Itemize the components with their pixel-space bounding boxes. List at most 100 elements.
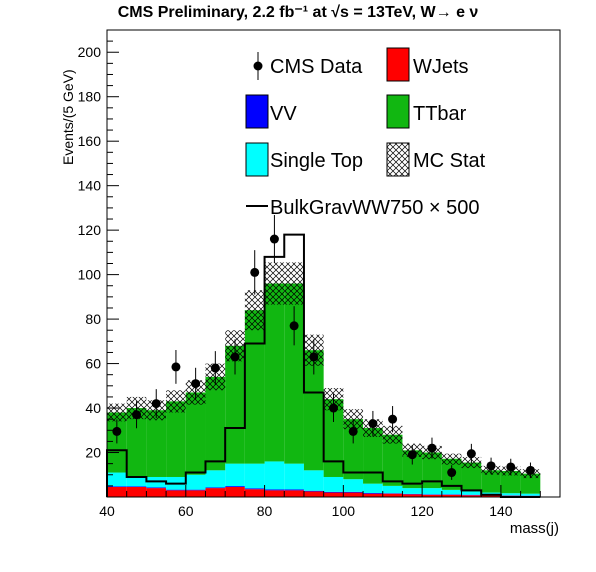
legend-ttbar-label: TTbar	[413, 103, 467, 125]
x-tick-label: 80	[257, 503, 273, 519]
bar-wjets	[402, 494, 423, 497]
legend-ttbar-swatch	[386, 94, 410, 129]
x-tick-label: 40	[99, 503, 115, 519]
bar-ttbar	[363, 428, 383, 484]
data-point	[368, 419, 378, 429]
x-tick-label: 140	[489, 503, 513, 519]
y-tick-label: 20	[85, 445, 101, 461]
bar-wjets	[441, 494, 462, 497]
bar-ttbar	[205, 376, 226, 471]
mc-stat-band	[166, 390, 186, 413]
bar-single-top	[185, 474, 206, 490]
bar-ttbar	[126, 408, 147, 477]
bar-ttbar	[166, 401, 186, 477]
bar-vv	[244, 488, 265, 490]
legend-wjets-swatch	[386, 47, 410, 82]
bar-wjets	[382, 493, 403, 497]
data-point	[525, 465, 535, 475]
bar-ttbar	[264, 283, 285, 462]
bar-wjets	[264, 490, 285, 497]
bar-wjets	[284, 490, 304, 497]
mc-stat-band	[264, 262, 285, 305]
data-point	[466, 449, 476, 459]
bar-ttbar	[402, 450, 423, 489]
data-point	[289, 321, 299, 331]
data-point	[191, 379, 201, 389]
mc-stat-band	[441, 453, 462, 465]
bar-single-top	[244, 463, 265, 489]
mc-stat-band	[343, 409, 364, 430]
bar-wjets	[166, 490, 186, 497]
x-tick-label: 100	[332, 503, 356, 519]
bar-vv	[284, 489, 304, 491]
bar-vv	[264, 489, 285, 491]
y-tick-label: 100	[78, 267, 102, 283]
bar-ttbar	[382, 434, 403, 486]
bar-wjets	[303, 491, 324, 497]
bar-single-top	[264, 461, 285, 490]
bar-wjets	[244, 489, 265, 497]
bar-vv	[185, 489, 206, 491]
bar-wjets	[107, 486, 127, 497]
bar-ttbar	[343, 419, 364, 480]
bar-wjets	[323, 492, 344, 497]
bar-ttbar	[225, 345, 245, 464]
data-point	[348, 426, 358, 436]
bar-vv	[343, 491, 364, 493]
legend-data-label: CMS Data	[270, 56, 363, 78]
bar-ttbar	[500, 470, 521, 494]
y-tick-label: 60	[85, 356, 101, 372]
bar-vv	[146, 487, 167, 489]
y-tick-label: 120	[78, 222, 102, 238]
data-point	[230, 352, 240, 362]
mc-stat-band	[244, 290, 265, 331]
bar-single-top	[205, 470, 226, 488]
data-point	[269, 234, 279, 244]
data-point	[427, 443, 437, 453]
data-point	[486, 461, 496, 471]
bar-ttbar	[185, 392, 206, 475]
bar-single-top	[225, 463, 245, 487]
bar-wjets	[146, 488, 167, 497]
bar-wjets	[225, 486, 245, 497]
y-tick-label: 200	[78, 44, 102, 60]
bar-ttbar	[422, 452, 442, 489]
bar-single-top	[481, 492, 501, 495]
bar-ttbar	[244, 310, 265, 464]
y-tick-label: 140	[78, 178, 102, 194]
bar-single-top	[461, 491, 482, 495]
y-tick-label: 160	[78, 133, 102, 149]
bar-single-top	[520, 493, 541, 496]
data-point	[112, 426, 122, 436]
bar-ttbar	[520, 473, 541, 494]
y-tick-label: 180	[78, 89, 102, 105]
bar-ttbar	[323, 399, 344, 477]
bar-single-top	[382, 485, 403, 494]
bar-wjets	[185, 490, 206, 497]
bar-wjets	[205, 488, 226, 497]
bar-wjets	[461, 495, 482, 497]
data-point	[388, 414, 398, 424]
x-tick-label: 60	[178, 503, 194, 519]
bar-vv	[225, 486, 245, 487]
data-point	[447, 468, 457, 478]
legend-signal-label: BulkGravWW750 × 500	[270, 197, 480, 219]
y-tick-label: 40	[85, 400, 101, 416]
legend-singletop-swatch	[245, 142, 269, 177]
mc-stat-band	[284, 262, 304, 305]
data-point	[171, 362, 181, 372]
legend-mcstat-swatch	[386, 142, 410, 177]
legend-wjets-label: WJets	[413, 56, 469, 78]
bar-single-top	[323, 476, 344, 492]
bar-ttbar	[303, 350, 324, 471]
legend-data-marker	[253, 61, 263, 71]
y-tick-label: 80	[85, 311, 101, 327]
bar-single-top	[500, 493, 521, 496]
data-point	[329, 403, 338, 413]
bar-vv	[126, 486, 147, 487]
legend-mcstat-label: MC Stat	[413, 150, 486, 172]
data-point	[151, 399, 161, 409]
data-point	[132, 410, 142, 420]
bar-ttbar	[146, 410, 167, 477]
